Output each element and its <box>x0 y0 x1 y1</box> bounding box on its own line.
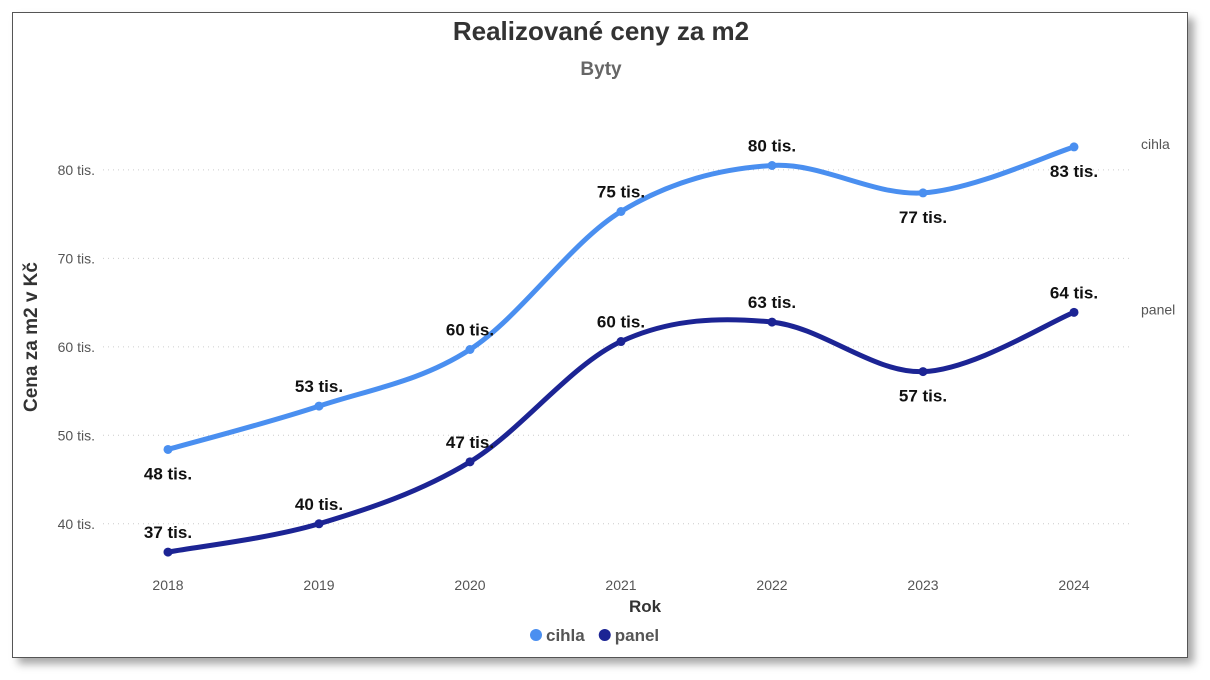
y-tick-label: 70 tis. <box>58 250 95 266</box>
data-label-cihla: 80 tis. <box>748 137 796 156</box>
data-point-cihla <box>314 401 324 411</box>
grid-lines <box>103 169 1133 525</box>
data-point-cihla <box>1069 142 1079 152</box>
data-labels: 48 tis. 53 tis. 60 tis. 75 tis. 80 tis. 77 ti… <box>144 136 1175 542</box>
data-point-cihla <box>616 207 626 216</box>
data-point-cihla <box>163 444 173 454</box>
data-point-panel <box>1069 307 1079 317</box>
data-label-cihla: 48 tis. <box>144 464 192 483</box>
chart-container: Realizované ceny za m2 Byty 40 tis. 50 ti… <box>12 12 1188 658</box>
y-tick-label: 80 tis. <box>58 162 95 178</box>
x-axis-ticks: 2018 2019 2020 2021 2022 2023 2024 <box>152 577 1089 593</box>
data-point-panel <box>163 547 173 557</box>
legend-item-panel[interactable]: panel <box>615 626 659 645</box>
series-line-panel <box>165 309 1077 555</box>
x-tick-label: 2022 <box>756 577 787 593</box>
data-label-panel: 63 tis. <box>748 293 796 312</box>
data-point-panel <box>616 337 626 347</box>
line-chart: Realizované ceny za m2 Byty 40 tis. 50 ti… <box>21 16 1175 645</box>
chart-title: Realizované ceny za m2 <box>453 16 749 46</box>
y-axis-title: Cena za m2 v Kč <box>21 262 42 412</box>
data-point-panel <box>465 457 475 467</box>
x-tick-label: 2021 <box>605 577 636 593</box>
legend[interactable]: cihla panel <box>530 626 659 645</box>
data-label-panel: 57 tis. <box>899 387 947 406</box>
legend-marker <box>598 629 611 641</box>
y-tick-label: 60 tis. <box>58 339 95 355</box>
data-point-cihla <box>918 188 928 198</box>
data-point-panel <box>918 367 928 377</box>
chart-subtitle: Byty <box>580 59 622 80</box>
series-group <box>163 142 1079 557</box>
data-label-panel: 60 tis. <box>597 313 645 332</box>
series-end-label: panel <box>1141 301 1175 317</box>
data-label-panel: 47 tis. <box>446 433 494 452</box>
data-label-cihla: 53 tis. <box>295 377 343 396</box>
data-label-panel: 37 tis. <box>144 523 192 542</box>
data-label-panel: 64 tis. <box>1050 283 1098 302</box>
y-axis-ticks: 40 tis. 50 tis. 60 tis. 70 tis. 80 tis. <box>58 162 95 532</box>
x-tick-label: 2018 <box>152 577 183 593</box>
series-end-label: cihla <box>1141 136 1170 152</box>
x-tick-label: 2019 <box>303 577 334 593</box>
legend-marker <box>530 629 542 641</box>
x-tick-label: 2020 <box>454 577 485 593</box>
data-label-cihla: 60 tis. <box>446 321 494 340</box>
x-tick-label: 2023 <box>907 577 938 593</box>
x-tick-label: 2024 <box>1058 577 1089 593</box>
y-tick-label: 50 tis. <box>58 427 95 443</box>
data-label-panel: 40 tis. <box>295 495 343 514</box>
data-point-cihla <box>465 345 475 354</box>
data-point-panel <box>767 317 777 327</box>
data-label-cihla: 75 tis. <box>597 183 645 202</box>
legend-item-cihla[interactable]: cihla <box>546 626 585 645</box>
y-tick-label: 40 tis. <box>58 516 95 532</box>
data-point-cihla <box>767 161 777 170</box>
data-point-panel <box>314 519 324 529</box>
x-axis-title: Rok <box>629 597 662 616</box>
data-label-cihla: 83 tis. <box>1050 162 1098 181</box>
data-label-cihla: 77 tis. <box>899 208 947 227</box>
